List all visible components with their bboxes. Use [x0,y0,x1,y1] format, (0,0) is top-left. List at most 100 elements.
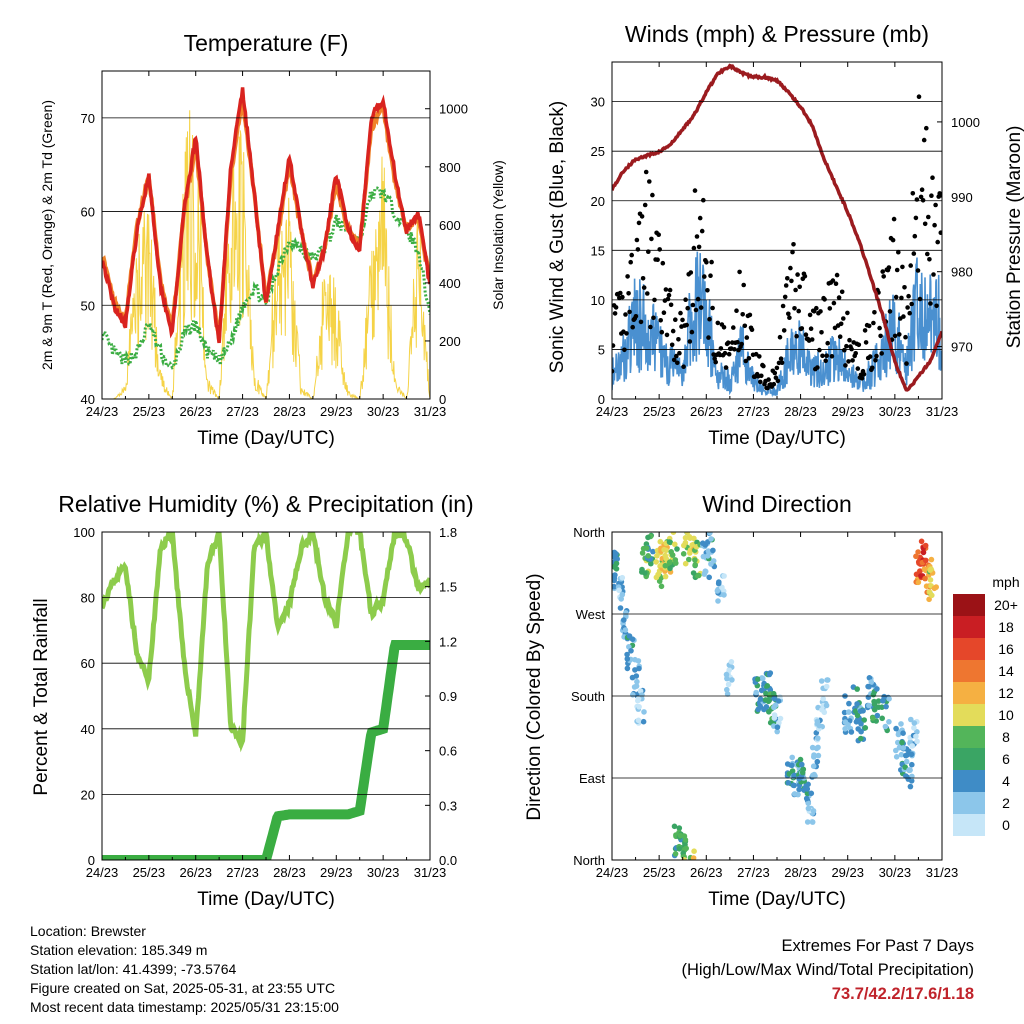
direction-point [898,721,904,727]
direction-point [882,723,889,730]
gust-point [777,334,783,340]
gust-point [933,202,938,208]
direction-point [868,679,875,685]
gust-point [878,333,883,339]
info-location: Location: Brewster [30,923,146,939]
direction-point [852,708,859,714]
colorbar-label: 0 [1002,817,1010,833]
gust-point [872,310,877,315]
gust-point [919,187,925,192]
gust-point [802,273,808,279]
direction-point [669,552,676,558]
temperature-ytick-label: 40 [81,392,95,407]
precipitation-line [102,640,430,860]
gust-point [642,202,648,208]
direction-point [629,674,636,681]
direction-point [715,598,721,604]
temp-2m-line [102,87,430,344]
direction-point [879,715,885,722]
direction-point [619,591,626,598]
gust-point [910,191,916,196]
gust-point [627,309,632,315]
direction-point [766,709,772,715]
colorbar-label: 16 [998,641,1014,657]
colorbar-title: mph [992,574,1019,590]
gust-point [890,237,896,243]
direction-ytick-label: North [573,525,605,540]
humidity-xtick-label: 31/23 [414,865,447,880]
direction-point [886,719,892,725]
gust-point [918,194,924,200]
direction-point [845,709,852,715]
direction-point [635,717,642,724]
gust-point [747,312,753,318]
winds-ytick-label: 30 [591,95,605,110]
direction-point [640,718,647,725]
direction-point [643,545,650,551]
gust-point [625,274,630,279]
gust-point [677,350,682,356]
colorbar-label: 8 [1002,729,1010,745]
direction-point [909,743,915,749]
direction-point [719,584,725,591]
direction-point [923,583,930,589]
direction-point [815,744,821,751]
gust-point [866,323,872,329]
gust-point [692,188,698,193]
direction-point [858,728,864,735]
gust-point [931,272,936,277]
gust-point [641,285,647,290]
gust-point [847,337,852,343]
gust-point [824,353,829,359]
gust-point [861,372,867,377]
winds-ytick-label: 15 [591,243,605,258]
humidity-y2tick-label: 0.6 [439,744,457,759]
direction-point [810,808,817,814]
direction-point [799,761,805,768]
gust-point [837,334,843,340]
station-info: Location: Brewster Station elevation: 18… [30,922,339,1017]
direction-point [908,716,914,723]
gust-point [648,324,653,330]
gust-point [932,222,937,228]
direction-point [805,800,812,807]
direction-title: Wind Direction [702,491,852,517]
gust-point [633,314,639,319]
gust-point [670,328,676,334]
gust-point [718,346,724,351]
gust-point [815,365,820,370]
gust-point [924,125,929,131]
direction-point [922,575,928,582]
gust-point [786,311,791,317]
gust-point [839,289,845,295]
direction-point [666,559,673,566]
direction-xtick-label: 29/23 [831,865,864,880]
direction-point [791,791,798,797]
gust-point [916,94,922,99]
gust-point [669,342,675,348]
direction-point [770,690,777,697]
gust-point [661,310,667,316]
gust-point [635,247,641,252]
gust-point [907,310,912,316]
gust-point [845,310,850,316]
direction-point [672,851,679,857]
gust-point [911,251,917,256]
temperature-y2tick-label: 200 [439,334,461,349]
gust-point [830,278,836,283]
direction-point [729,677,735,683]
direction-point [681,833,688,839]
gust-point [870,365,875,371]
direction-point [858,721,864,727]
direction-point [753,689,759,696]
temperature-xtick-label: 24/23 [86,404,119,419]
direction-point [854,712,861,719]
direction-point [922,542,929,549]
direction-point [824,677,830,683]
direction-point [823,702,830,709]
gust-point [795,272,800,277]
winds-ytick-label: 20 [591,194,605,209]
text-layer: 24/23 25/23 26/23 27/23 28/23 29/23 30/23 31/23… [31,21,1024,910]
gust-point [659,329,665,335]
direction-point [708,536,714,542]
